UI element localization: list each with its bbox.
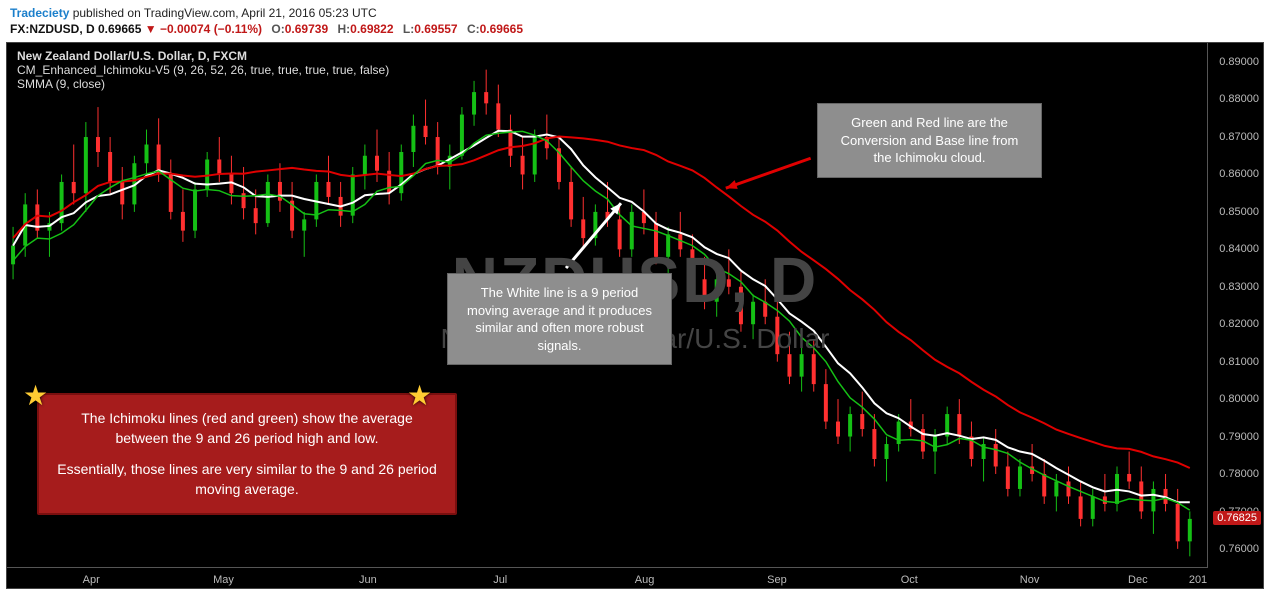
y-tick: 0.81000 bbox=[1219, 356, 1259, 368]
y-tick: 0.88000 bbox=[1219, 93, 1259, 105]
y-tick: 0.83000 bbox=[1219, 281, 1259, 293]
c-label: C: bbox=[467, 22, 480, 36]
h-value: 0.69822 bbox=[350, 22, 393, 36]
l-label: L: bbox=[403, 22, 414, 36]
last-price: 0.69665 bbox=[98, 22, 141, 36]
star-icon: ★ bbox=[407, 379, 432, 412]
screenshot-root: Tradeciety published on TradingView.com,… bbox=[0, 0, 1270, 595]
red-text-1: The Ichimoku lines (red and green) show … bbox=[57, 409, 437, 448]
callout-red-explainer: The Ichimoku lines (red and green) show … bbox=[37, 393, 457, 515]
x-tick: Jun bbox=[359, 574, 377, 586]
c-value: 0.69665 bbox=[480, 22, 523, 36]
x-tick: Oct bbox=[901, 574, 918, 586]
publish-line: Tradeciety published on TradingView.com,… bbox=[0, 0, 1270, 22]
y-tick: 0.80000 bbox=[1219, 393, 1259, 405]
l-value: 0.69557 bbox=[414, 22, 457, 36]
x-tick: Apr bbox=[83, 574, 100, 586]
y-tick: 0.79000 bbox=[1219, 431, 1259, 443]
change-value: −0.00074 (−0.11%) bbox=[160, 22, 262, 36]
y-tick: 0.76000 bbox=[1219, 543, 1259, 555]
symbol: FX:NZDUSD bbox=[10, 22, 79, 36]
h-label: H: bbox=[337, 22, 350, 36]
legend-line-1: New Zealand Dollar/U.S. Dollar, D, FXCM bbox=[17, 49, 389, 63]
quote-bar: FX:NZDUSD, D 0.69665 ▼ −0.00074 (−0.11%)… bbox=[0, 22, 1270, 42]
y-tick: 0.86000 bbox=[1219, 168, 1259, 180]
o-label: O: bbox=[271, 22, 284, 36]
star-icon: ★ bbox=[23, 379, 48, 412]
x-tick: Jul bbox=[493, 574, 507, 586]
plot-region[interactable]: New Zealand Dollar/U.S. Dollar, D, FXCM … bbox=[7, 43, 1208, 568]
legend-line-2: CM_Enhanced_Ichimoku-V5 (9, 26, 52, 26, … bbox=[17, 63, 389, 77]
x-axis: Apr May Jun Jul Aug Sep Oct Nov Dec 201 bbox=[7, 567, 1208, 588]
publish-rest: published on TradingView.com, April 21, … bbox=[69, 6, 376, 20]
y-axis: 0.89000 0.88000 0.87000 0.86000 0.85000 0.840… bbox=[1207, 43, 1263, 568]
red-text-2: Essentially, those lines are very simila… bbox=[57, 460, 437, 499]
x-tick: Aug bbox=[635, 574, 655, 586]
x-tick: Dec bbox=[1128, 574, 1148, 586]
callout-ichimoku-lines: Green and Red line are the Conversion an… bbox=[817, 103, 1042, 178]
o-value: 0.69739 bbox=[285, 22, 328, 36]
change-arrow-icon: ▼ bbox=[145, 22, 157, 36]
callout-white-line: The White line is a 9 period moving aver… bbox=[447, 273, 672, 365]
x-tick: 201 bbox=[1189, 574, 1207, 586]
legend-line-3: SMMA (9, close) bbox=[17, 77, 389, 91]
y-tick: 0.84000 bbox=[1219, 243, 1259, 255]
last-price-badge: 0.76825 bbox=[1213, 511, 1261, 525]
chart-area[interactable]: NZDUSD, D New Zealand Dollar/U.S. Dollar… bbox=[6, 42, 1264, 589]
x-tick: Nov bbox=[1020, 574, 1040, 586]
y-tick: 0.87000 bbox=[1219, 131, 1259, 143]
y-tick: 0.85000 bbox=[1219, 206, 1259, 218]
y-tick: 0.78000 bbox=[1219, 468, 1259, 480]
y-tick: 0.82000 bbox=[1219, 318, 1259, 330]
x-tick: May bbox=[213, 574, 234, 586]
chart-legend: New Zealand Dollar/U.S. Dollar, D, FXCM … bbox=[17, 49, 389, 91]
y-tick: 0.89000 bbox=[1219, 56, 1259, 68]
publisher-link[interactable]: Tradeciety bbox=[10, 6, 69, 20]
interval: , D bbox=[79, 22, 98, 36]
x-tick: Sep bbox=[767, 574, 787, 586]
